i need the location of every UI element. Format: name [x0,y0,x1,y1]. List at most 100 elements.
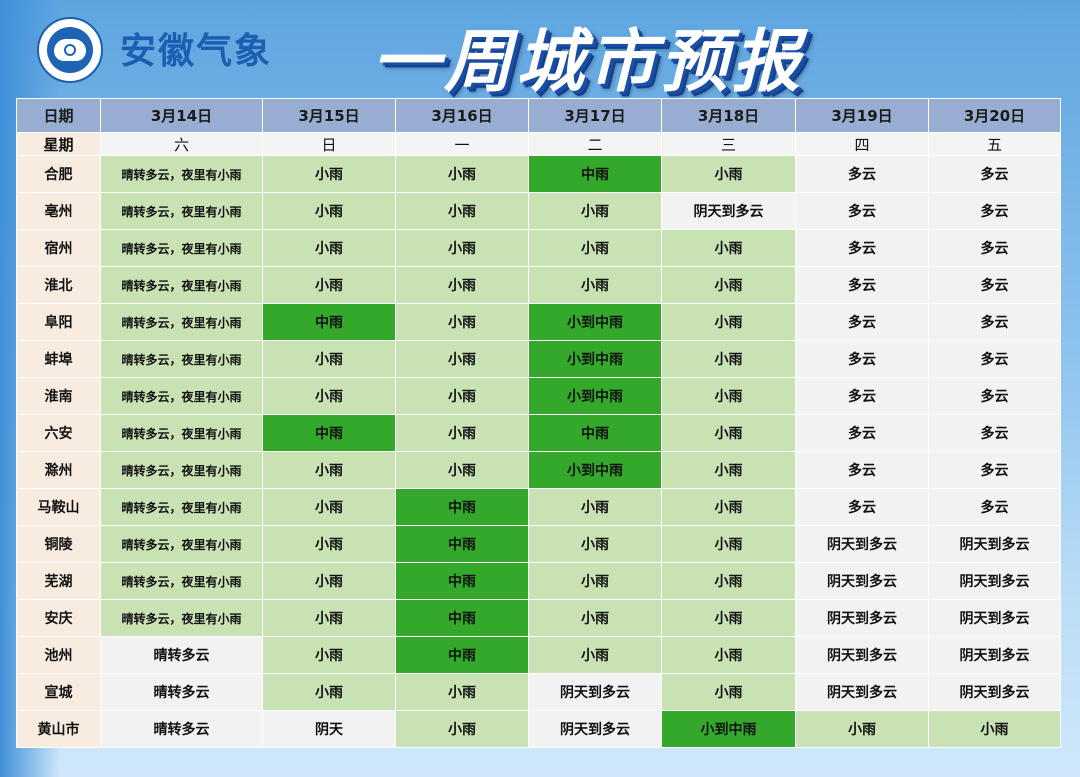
forecast-cell: 多云 [795,303,929,341]
table-row: 淮南 晴转多云，夜里有小雨 小雨 小雨 小到中雨 小雨 多云 多云 [16,377,1061,415]
forecast-cell: 中雨 [395,599,529,637]
forecast-cell: 小雨 [795,710,929,748]
forecast-cell: 小雨 [395,192,529,230]
city-name: 芜湖 [16,562,101,600]
city-name: 宣城 [16,673,101,711]
forecast-cell: 小雨 [262,488,396,526]
forecast-cell: 多云 [928,266,1061,304]
forecast-cell: 中雨 [528,155,662,193]
forecast-cell: 小雨 [661,377,796,415]
forecast-cell: 多云 [795,488,929,526]
forecast-cell: 阴天到多云 [795,673,929,711]
table-row: 阜阳 晴转多云，夜里有小雨 中雨 小雨 小到中雨 小雨 多云 多云 [16,303,1061,341]
forecast-cell: 小雨 [395,414,529,452]
forecast-cell: 晴转多云 [100,710,263,748]
forecast-cell: 多云 [795,340,929,378]
forecast-cell: 阴天到多云 [661,192,796,230]
forecast-cell: 多云 [928,229,1061,267]
forecast-cell: 小到中雨 [528,377,662,415]
forecast-cell: 小雨 [262,673,396,711]
forecast-cell: 多云 [928,451,1061,489]
forecast-cell: 小雨 [395,266,529,304]
forecast-cell: 阴天到多云 [795,562,929,600]
city-name: 阜阳 [16,303,101,341]
forecast-cell: 晴转多云 [100,636,263,674]
forecast-cell: 小雨 [661,266,796,304]
forecast-cell: 阴天到多云 [528,710,662,748]
forecast-cell: 小雨 [661,155,796,193]
date-header: 3月16日 [395,98,529,133]
forecast-cell: 多云 [795,192,929,230]
forecast-cell: 小雨 [528,562,662,600]
forecast-cell: 小到中雨 [661,710,796,748]
forecast-cell: 多云 [928,377,1061,415]
forecast-cell: 阴天到多云 [928,562,1061,600]
forecast-cell: 小雨 [395,303,529,341]
forecast-cell: 中雨 [395,488,529,526]
date-label: 日期 [16,98,101,133]
forecast-table-container: 日期 3月14日 3月15日 3月16日 3月17日 3月18日 3月19日 3… [16,98,1061,748]
table-row: 滁州 晴转多云，夜里有小雨 小雨 小雨 小到中雨 小雨 多云 多云 [16,451,1061,489]
forecast-cell: 晴转多云，夜里有小雨 [100,266,263,304]
weekday-cell: 六 [100,132,263,156]
date-header: 3月17日 [528,98,662,133]
forecast-cell: 小雨 [528,599,662,637]
forecast-cell: 小雨 [928,710,1061,748]
forecast-cell: 小雨 [661,525,796,563]
forecast-cell: 晴转多云，夜里有小雨 [100,192,263,230]
forecast-cell: 中雨 [262,414,396,452]
swirl-icon [64,44,76,56]
forecast-cell: 阴天到多云 [795,599,929,637]
forecast-cell: 阴天到多云 [528,673,662,711]
table-row: 黄山市 晴转多云 阴天 小雨 阴天到多云 小到中雨 小雨 小雨 [16,710,1061,748]
city-name: 马鞍山 [16,488,101,526]
forecast-cell: 晴转多云，夜里有小雨 [100,488,263,526]
brand-name: 安徽气象 [120,30,273,72]
forecast-cell: 中雨 [395,525,529,563]
forecast-cell: 晴转多云，夜里有小雨 [100,303,263,341]
city-name: 铜陵 [16,525,101,563]
forecast-cell: 阴天到多云 [795,636,929,674]
forecast-cell: 小雨 [528,636,662,674]
forecast-cell: 小雨 [262,229,396,267]
city-name: 亳州 [16,192,101,230]
forecast-cell: 晴转多云，夜里有小雨 [100,340,263,378]
forecast-cell: 阴天到多云 [928,673,1061,711]
date-header: 3月15日 [262,98,396,133]
forecast-cell: 小雨 [395,377,529,415]
forecast-cell: 晴转多云，夜里有小雨 [100,414,263,452]
city-name: 黄山市 [16,710,101,748]
forecast-cell: 晴转多云，夜里有小雨 [100,377,263,415]
forecast-cell: 晴转多云，夜里有小雨 [100,451,263,489]
logo-ring [47,27,93,73]
forecast-cell: 多云 [795,451,929,489]
table-row: 芜湖 晴转多云，夜里有小雨 小雨 中雨 小雨 小雨 阴天到多云 阴天到多云 [16,562,1061,600]
forecast-cell: 中雨 [262,303,396,341]
date-header: 3月18日 [661,98,796,133]
table-row: 淮北 晴转多云，夜里有小雨 小雨 小雨 小雨 小雨 多云 多云 [16,266,1061,304]
weekday-cell: 日 [262,132,396,156]
table-row: 铜陵 晴转多云，夜里有小雨 小雨 中雨 小雨 小雨 阴天到多云 阴天到多云 [16,525,1061,563]
weekday-cell: 三 [661,132,796,156]
forecast-cell: 小雨 [262,636,396,674]
forecast-cell: 小雨 [661,636,796,674]
city-name: 安庆 [16,599,101,637]
forecast-cell: 多云 [928,155,1061,193]
forecast-cell: 小雨 [262,451,396,489]
forecast-cell: 多云 [795,266,929,304]
cloud-icon [54,39,86,61]
page-header: 安徽气象 一周城市预报 [0,0,1080,102]
weekday-cell: 一 [395,132,529,156]
city-name: 淮南 [16,377,101,415]
forecast-cell: 多云 [795,155,929,193]
forecast-cell: 小雨 [661,414,796,452]
city-name: 宿州 [16,229,101,267]
forecast-cell: 多云 [928,192,1061,230]
forecast-cell: 小雨 [661,673,796,711]
forecast-cell: 小雨 [528,229,662,267]
forecast-cell: 多云 [928,414,1061,452]
forecast-cell: 小雨 [528,266,662,304]
forecast-cell: 晴转多云 [100,673,263,711]
weekday-cell: 五 [928,132,1061,156]
forecast-cell: 小雨 [395,710,529,748]
